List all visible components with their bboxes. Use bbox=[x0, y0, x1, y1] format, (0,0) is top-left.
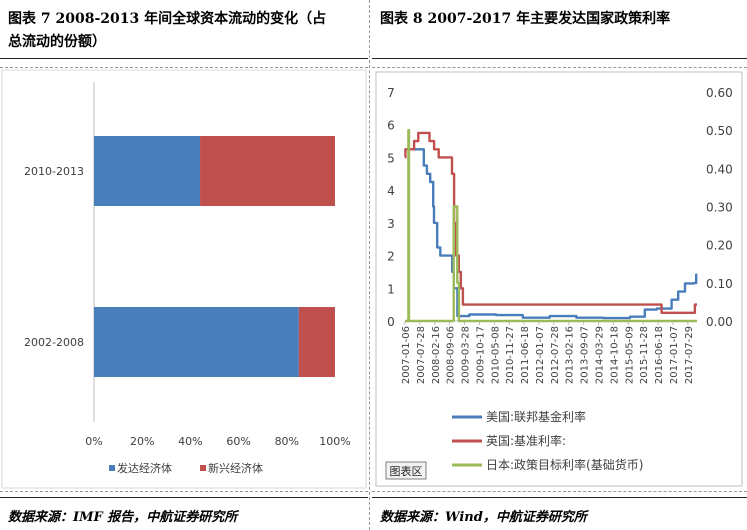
bar-emerging-2002-2008 bbox=[298, 307, 335, 377]
x-tick-label: 2013-09-07 bbox=[580, 326, 591, 384]
frame-rule-bottom bbox=[0, 491, 368, 492]
left-y-tick-label: 4 bbox=[387, 184, 395, 198]
right-y-tick-label: 0.20 bbox=[706, 239, 733, 253]
right-y-tick-label: 0.40 bbox=[706, 162, 733, 176]
x-tick-label: 2014-10-18 bbox=[609, 326, 620, 384]
x-tick-label: 2009-10-17 bbox=[475, 326, 486, 384]
left-y-tick-label: 5 bbox=[387, 151, 395, 165]
title-rule bbox=[0, 58, 368, 59]
bar-developed-2010-2013 bbox=[94, 136, 201, 206]
panel-divider bbox=[369, 0, 370, 530]
legend-label: 发达经济体 bbox=[117, 461, 172, 475]
right-y-tick-label: 0.10 bbox=[706, 277, 733, 291]
x-tick-label: 2009-03-28 bbox=[461, 326, 472, 384]
x-tick-label: 2015-11-28 bbox=[639, 326, 650, 384]
data-source: 数据来源：IMF 报告，中航证券研究所 bbox=[8, 510, 238, 525]
x-tick-label: 2012-07-28 bbox=[550, 326, 561, 384]
frame-rule-top bbox=[0, 67, 368, 68]
legend-swatch bbox=[200, 465, 206, 471]
right-y-tick-label: 0.00 bbox=[706, 315, 733, 329]
source-rule bbox=[372, 497, 747, 498]
right-y-tick-label: 0.30 bbox=[706, 201, 733, 215]
left-y-tick-label: 6 bbox=[387, 119, 395, 133]
legend-label: 英国:基准利率: bbox=[486, 433, 566, 448]
right-panel: 图表 8 2007-2017 年主要发达国家政策利率 0 1 2 3 4 5 6 7 0.00 0… bbox=[372, 0, 747, 530]
right-y-tick-label: 0.60 bbox=[706, 86, 733, 100]
x-tick-label: 20% bbox=[130, 435, 154, 448]
x-tick-label: 2015-05-09 bbox=[624, 326, 635, 384]
x-tick-label: 2017-07-29 bbox=[684, 326, 695, 384]
x-tick-label: 2017-01-07 bbox=[669, 326, 680, 384]
chart-title-line-2: 总流动的份额） bbox=[8, 34, 106, 50]
x-tick-label: 2010-11-27 bbox=[505, 326, 516, 384]
bar-chart: 2010-2013 2002-2008 0% 20% 40% 60% 80% 100% 发达经济… bbox=[1, 69, 367, 489]
left-y-tick-label: 3 bbox=[387, 217, 395, 231]
legend-label: 日本:政策目标利率(基础货币) bbox=[486, 457, 643, 472]
left-y-tick-label: 1 bbox=[387, 282, 395, 296]
x-tick-label: 2007-01-06 bbox=[401, 326, 412, 384]
x-tick-label: 80% bbox=[275, 435, 299, 448]
bar-developed-2002-2008 bbox=[94, 307, 299, 377]
x-tick-label: 2007-07-28 bbox=[416, 326, 427, 384]
us-fed-funds-line bbox=[405, 148, 698, 320]
frame-rule-bottom bbox=[372, 491, 747, 492]
title-rule bbox=[372, 58, 747, 59]
plot-frame bbox=[1, 69, 367, 489]
left-y-tick-label: 2 bbox=[387, 250, 395, 264]
line-chart: 0 1 2 3 4 5 6 7 0.00 0.10 0.20 0.30 0.40 0.50 0.60 2007… bbox=[375, 71, 743, 487]
x-tick-label: 60% bbox=[226, 435, 250, 448]
x-tick-label: 40% bbox=[178, 435, 202, 448]
bar-emerging-2010-2013 bbox=[200, 136, 335, 206]
uk-bank-rate-line bbox=[404, 131, 697, 314]
x-tick-label: 100% bbox=[319, 435, 350, 448]
x-tick-label: 2012-01-07 bbox=[535, 326, 546, 384]
right-y-tick-label: 0.50 bbox=[706, 124, 733, 138]
left-y-tick-label: 0 bbox=[387, 315, 395, 329]
source-rule bbox=[0, 497, 368, 498]
chart-title-line-1: 图表 7 2008-2013 年间全球资本流动的变化（占 bbox=[8, 11, 327, 27]
data-source: 数据来源：Wind，中航证券研究所 bbox=[380, 510, 587, 525]
x-tick-label: 2010-05-08 bbox=[490, 326, 501, 384]
legend-label: 美国:联邦基金利率 bbox=[486, 409, 586, 424]
category-label: 2010-2013 bbox=[24, 165, 84, 178]
x-tick-label: 2014-03-29 bbox=[595, 326, 606, 384]
category-label: 2002-2008 bbox=[24, 336, 84, 349]
chart-area-tooltip bbox=[385, 461, 427, 480]
x-tick-label: 2008-09-06 bbox=[446, 326, 457, 384]
left-panel: 图表 7 2008-2013 年间全球资本流动的变化（占 总流动的份额） 201… bbox=[0, 0, 368, 530]
chart-area-tooltip-label: 图表区 bbox=[390, 464, 423, 478]
chart-title: 图表 7 2008-2013 年间全球资本流动的变化（占 总流动的份额） bbox=[8, 8, 362, 54]
japan-policy-rate-line bbox=[405, 129, 697, 323]
x-tick-label: 0% bbox=[85, 435, 102, 448]
legend-swatch bbox=[109, 465, 115, 471]
left-y-tick-label: 7 bbox=[387, 86, 395, 100]
x-tick-label: 2008-02-16 bbox=[431, 326, 442, 384]
plot-frame bbox=[375, 71, 743, 487]
legend-label: 新兴经济体 bbox=[208, 461, 263, 475]
frame-rule-top bbox=[372, 67, 747, 68]
chart-title: 图表 8 2007-2017 年主要发达国家政策利率 bbox=[380, 11, 671, 27]
x-tick-label: 2016-06-18 bbox=[654, 326, 665, 384]
x-tick-label: 2013-02-16 bbox=[565, 326, 576, 384]
x-tick-label: 2011-06-18 bbox=[520, 326, 531, 384]
